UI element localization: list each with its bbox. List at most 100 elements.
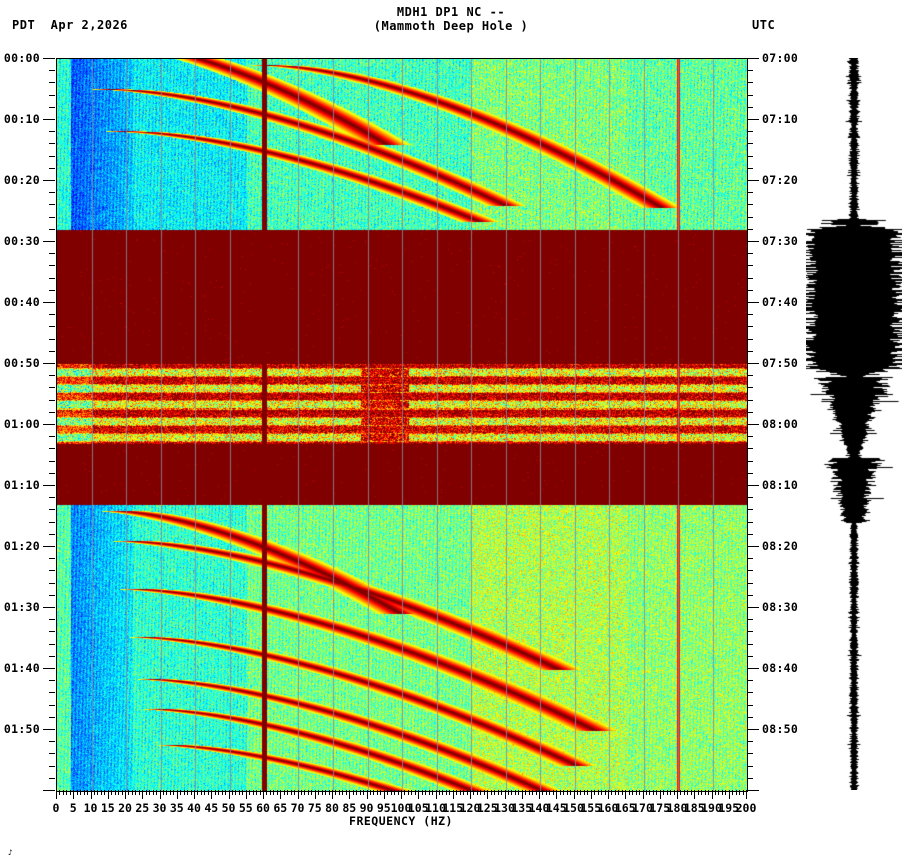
time-tick-minor: [747, 143, 753, 145]
time-tick-minor: [49, 765, 55, 767]
spectrogram-plot[interactable]: [56, 58, 748, 792]
time-tick-minor: [49, 155, 55, 157]
frequency-tick-major: [56, 790, 57, 799]
frequency-tick-minor: [480, 790, 482, 795]
frequency-tick-minor: [304, 790, 306, 795]
frequency-tick-major: [383, 790, 385, 799]
frequency-tick-major: [401, 790, 402, 799]
frequency-tick-minor: [169, 790, 171, 795]
frequency-tick-minor: [635, 790, 637, 795]
time-tick-minor: [747, 204, 753, 206]
frequency-tick-minor: [97, 790, 99, 795]
frequency-label: 115: [442, 801, 464, 815]
frequency-tick-minor: [501, 790, 503, 795]
frequency-tick-major: [608, 790, 609, 799]
frequency-label: 110: [425, 801, 446, 815]
frequency-label: 165: [614, 801, 636, 815]
frequency-tick-major: [728, 790, 730, 799]
time-tick-minor: [49, 704, 55, 706]
time-tick-minor: [747, 594, 753, 596]
frequency-tick-minor: [138, 790, 140, 795]
time-tick-minor: [49, 436, 55, 438]
frequency-tick-minor: [390, 790, 392, 795]
frequency-tick-minor: [180, 790, 182, 795]
time-tick-minor: [747, 619, 753, 621]
frequency-tick-major: [263, 790, 264, 799]
frequency-tick-minor: [483, 790, 485, 795]
frequency-tick-minor: [111, 790, 113, 795]
time-tick-minor: [747, 765, 753, 767]
frequency-tick-major: [194, 790, 195, 799]
time-tick-major: [747, 607, 759, 608]
frequency-tick-minor: [93, 790, 95, 795]
frequency-tick-minor: [300, 790, 302, 795]
frequency-tick-major: [746, 790, 747, 799]
time-tick-minor: [49, 338, 55, 340]
time-tick-major: [43, 607, 55, 608]
frequency-tick-minor: [683, 790, 685, 795]
frequency-tick-minor: [411, 790, 413, 795]
frequency-tick-minor: [363, 790, 365, 795]
frequency-tick-minor: [639, 790, 641, 795]
time-tick-minor: [49, 314, 55, 316]
time-tick-minor: [49, 265, 55, 267]
time-tick-major: [43, 302, 55, 303]
frequency-label: 85: [342, 801, 357, 815]
frequency-tick-major: [625, 790, 627, 799]
time-tick-minor: [747, 82, 753, 84]
frequency-tick-minor: [118, 790, 120, 795]
time-tick-minor: [49, 253, 55, 255]
time-tick-minor: [747, 131, 753, 133]
time-label-local: 00:10: [3, 112, 40, 126]
frequency-label: 120: [459, 801, 481, 815]
frequency-tick-major: [73, 790, 75, 799]
seismogram-canvas: [806, 58, 902, 790]
time-tick-major: [43, 485, 55, 486]
frequency-tick-minor: [173, 790, 175, 795]
time-label-local: 00:40: [3, 295, 40, 309]
frequency-tick-minor: [269, 790, 271, 795]
time-tick-minor: [747, 472, 753, 474]
frequency-tick-minor: [69, 790, 71, 795]
frequency-tick-minor: [673, 790, 675, 795]
frequency-tick-minor: [373, 790, 375, 795]
frequency-tick-major: [711, 790, 713, 799]
frequency-tick-major: [694, 790, 696, 799]
time-tick-minor: [747, 326, 753, 328]
time-tick-minor: [747, 167, 753, 169]
frequency-tick-minor: [321, 790, 323, 795]
frequency-tick-minor: [359, 790, 361, 795]
frequency-tick-minor: [438, 790, 440, 795]
time-tick-minor: [747, 643, 753, 645]
time-tick-major: [43, 790, 55, 791]
frequency-label: 185: [683, 801, 705, 815]
frequency-tick-minor: [645, 790, 647, 795]
frequency-tick-major: [539, 790, 540, 799]
time-tick-minor: [747, 94, 753, 96]
frequency-tick-minor: [121, 790, 123, 795]
frequency-tick-minor: [466, 790, 468, 795]
frequency-tick-minor: [656, 790, 658, 795]
time-tick-minor: [49, 570, 55, 572]
frequency-tick-minor: [414, 790, 416, 795]
frequency-label: 125: [476, 801, 498, 815]
frequency-tick-major: [314, 790, 316, 799]
frequency-tick-minor: [742, 790, 744, 795]
time-label-utc: 07:20: [762, 173, 799, 187]
frequency-tick-minor: [449, 790, 451, 795]
time-tick-major: [747, 668, 759, 669]
frequency-label: 90: [359, 801, 374, 815]
header-date: Apr 2,2026: [50, 18, 128, 32]
frequency-label: 170: [632, 801, 653, 815]
time-tick-minor: [747, 253, 753, 255]
frequency-tick-minor: [614, 790, 616, 795]
frequency-tick-minor: [66, 790, 68, 795]
time-tick-major: [43, 546, 55, 547]
time-tick-minor: [49, 277, 55, 279]
time-label-local: 01:40: [3, 661, 40, 675]
frequency-tick-minor: [356, 790, 358, 795]
frequency-tick-minor: [621, 790, 623, 795]
frequency-label: 155: [580, 801, 602, 815]
frequency-axis-title: FREQUENCY (HZ): [349, 814, 453, 828]
frequency-tick-major: [504, 790, 506, 799]
